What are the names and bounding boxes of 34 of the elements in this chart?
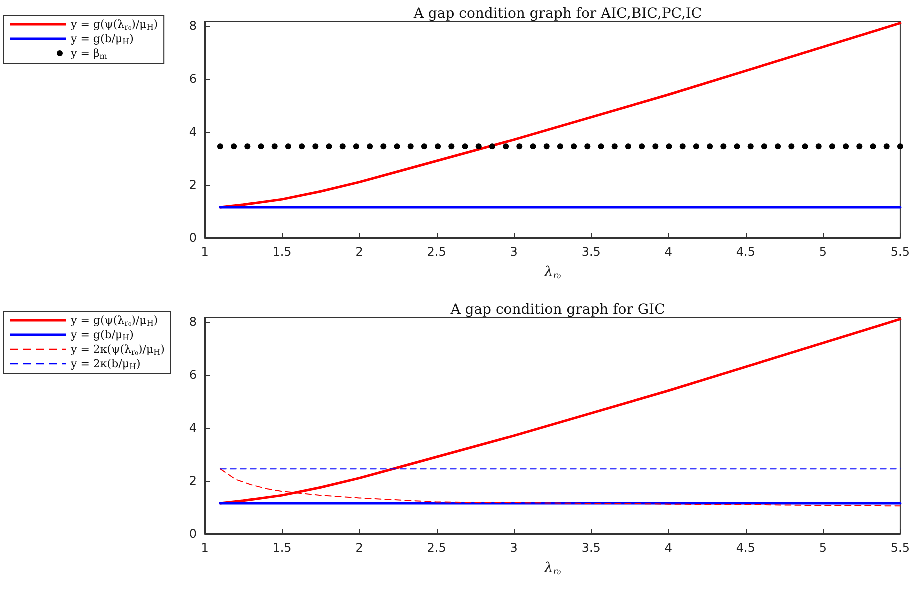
y-tick-label: 4 [189, 420, 197, 435]
x-tick-label: 2 [356, 541, 364, 555]
y-tick-label: 6 [189, 72, 197, 86]
x-tick-label: 5 [819, 541, 828, 555]
y-tick-label: 2 [189, 178, 197, 192]
x-tick-label: 1 [201, 245, 209, 259]
y-tick-label: 8 [189, 18, 197, 33]
x-tick-label: 3.5 [582, 245, 601, 259]
x-tick-label: 4.5 [736, 541, 756, 555]
y-tick-label: 2 [189, 474, 197, 488]
line-series [219, 22, 902, 209]
x-tick-label: 5 [819, 245, 828, 259]
line-series [219, 318, 902, 505]
chart-title: A gap condition graph for AIC,BIC,PC,IC [412, 6, 702, 22]
x-tick-label: 2 [356, 245, 364, 259]
x-tick-label: 2.5 [427, 245, 446, 259]
x-tick-label: 4 [664, 245, 672, 259]
x-tick-label: 3 [510, 541, 518, 555]
x-tick-label: 1.5 [272, 541, 292, 555]
y-tick-label: 0 [189, 231, 197, 245]
x-tick-label: 1 [201, 541, 209, 555]
y-tick-label: 0 [189, 527, 197, 541]
x-tick-label: 3 [510, 245, 518, 259]
y-tick-label: 4 [189, 124, 197, 139]
chart-title: A gap condition graph for GIC [450, 302, 666, 318]
y-tick-label: 8 [189, 314, 197, 329]
x-tick-label: 5.5 [890, 245, 910, 259]
x-tick-label: 3.5 [582, 541, 601, 555]
y-tick-label: 6 [189, 368, 197, 382]
x-tick-label: 2.5 [427, 541, 446, 555]
x-tick-label: 4.5 [736, 245, 756, 259]
x-tick-label: 1.5 [272, 245, 292, 259]
x-tick-label: 5.5 [890, 541, 910, 555]
x-tick-label: 4 [664, 541, 672, 555]
